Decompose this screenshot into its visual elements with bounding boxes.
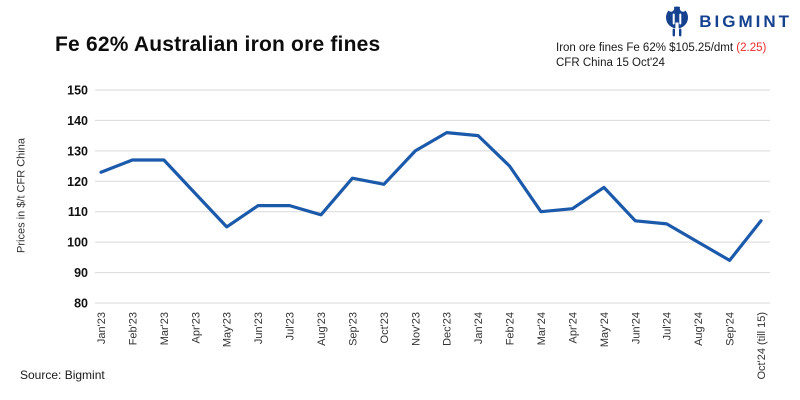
x-tick-label: Apr'24 xyxy=(567,312,579,343)
bigmint-logo-text: BIGMINT xyxy=(699,11,792,31)
y-tick-label: 90 xyxy=(74,266,88,280)
x-tick-label: Jun'24 xyxy=(630,312,642,344)
x-tick-label: Aug'23 xyxy=(316,312,328,346)
y-tick-label: 130 xyxy=(67,144,88,158)
bigmint-logo-icon xyxy=(666,5,689,37)
x-tick-label: May'24 xyxy=(599,312,611,347)
y-tick-label: 110 xyxy=(68,205,88,219)
x-tick-label: Mar'23 xyxy=(159,312,171,345)
x-tick-label: Apr'23 xyxy=(190,312,202,343)
source-note: Source: Bigmint xyxy=(20,368,105,382)
y-tick-label: 150 xyxy=(67,84,88,98)
x-tick-label: Aug'24 xyxy=(693,312,705,346)
x-tick-label: Jan'24 xyxy=(473,312,485,344)
x-tick-label: Nov'23 xyxy=(410,312,422,346)
y-tick-label: 120 xyxy=(67,175,88,189)
x-tick-label: Sep'24 xyxy=(725,312,737,346)
x-tick-label: Feb'24 xyxy=(505,312,517,345)
y-tick-label: 140 xyxy=(67,114,88,128)
x-tick-label: Sep'23 xyxy=(347,312,359,346)
x-tick-label: Mar'24 xyxy=(536,312,548,345)
x-tick-label: Jan'23 xyxy=(96,312,108,344)
y-tick-label: 100 xyxy=(67,236,88,250)
price-quote: Iron ore fines Fe 62% $105.25/dmt (2.25)… xyxy=(556,41,766,71)
price-line xyxy=(99,131,763,262)
price-quote-line1: Iron ore fines Fe 62% $105.25/dmt (2.25) xyxy=(556,41,766,56)
x-tick-label: Oct'23 xyxy=(379,312,391,343)
x-tick-label: Jul'23 xyxy=(285,312,297,340)
x-tick-label: Oct'24 (till 15) xyxy=(756,312,768,380)
price-change-value: (2.25) xyxy=(736,42,767,54)
price-quote-text: Iron ore fines Fe 62% $105.25/dmt xyxy=(556,42,734,54)
x-tick-label: May'23 xyxy=(222,312,234,347)
price-quote-line2: CFR China 15 Oct'24 xyxy=(556,57,665,69)
x-tick-label: Jun'23 xyxy=(253,312,265,344)
y-tick-label: 80 xyxy=(74,297,88,311)
x-tick-label: Jul'24 xyxy=(662,312,674,340)
chart-title: Fe 62% Australian iron ore fines xyxy=(55,33,381,56)
x-tick-label: Feb'23 xyxy=(127,312,139,345)
x-tick-label: Dec'23 xyxy=(442,312,454,346)
bigmint-logo: BIGMINT xyxy=(662,5,792,38)
